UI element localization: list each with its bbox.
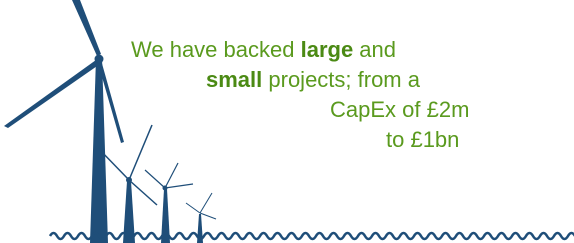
page: We have backed large and small projects; … (0, 0, 574, 243)
text: CapEx of £2m (330, 97, 469, 122)
text: projects; from a (262, 67, 420, 92)
tagline-line: CapEx of £2m (330, 97, 469, 123)
bold-text: large (301, 37, 354, 62)
tagline: We have backed large and small projects; … (0, 0, 574, 243)
text: We have backed (131, 37, 301, 62)
tagline-line: We have backed large and (131, 37, 396, 63)
text: and (353, 37, 396, 62)
text: to £1bn (386, 127, 459, 152)
bold-text: small (206, 67, 262, 92)
tagline-line: small projects; from a (206, 67, 420, 93)
tagline-line: to £1bn (386, 127, 459, 153)
